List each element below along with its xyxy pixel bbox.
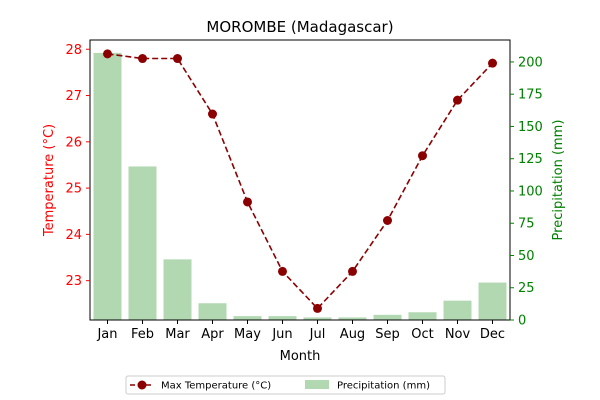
x-tick-label: Oct xyxy=(411,327,433,342)
x-tick-label: Jan xyxy=(96,327,117,342)
temperature-point-apr xyxy=(208,109,217,119)
right-tick-label: 0 xyxy=(518,314,526,329)
temperature-point-mar xyxy=(173,54,182,64)
legend-box xyxy=(125,375,446,395)
precipitation-bars xyxy=(93,52,507,321)
left-tick-label: 28 xyxy=(65,43,82,58)
x-axis-label: Month xyxy=(280,349,321,364)
right-tick-label: 50 xyxy=(518,249,535,264)
precipitation-bar-dec xyxy=(478,282,507,320)
temperature-point-nov xyxy=(453,95,462,105)
left-axis-ticks: 23 24 25 26 27 28 xyxy=(65,43,90,289)
temperature-point-jul xyxy=(313,303,322,313)
x-tick-label: Dec xyxy=(480,327,505,342)
left-tick-label: 23 xyxy=(65,274,82,289)
x-tick-label: Sep xyxy=(375,327,400,342)
x-tick-label: Mar xyxy=(165,327,190,342)
right-tick-label: 75 xyxy=(518,217,535,232)
temperature-point-sep xyxy=(383,216,392,225)
precipitation-bar-jul xyxy=(303,317,332,320)
x-tick-label: May xyxy=(234,327,261,342)
right-tick-label: 175 xyxy=(518,88,543,103)
legend-bar-swatch xyxy=(305,380,329,389)
right-tick-label: 100 xyxy=(518,184,543,199)
temperature-line-path xyxy=(107,53,494,310)
legend: Max Temperature (°C) Precipitation (mm) xyxy=(125,375,446,395)
left-tick-label: 24 xyxy=(65,228,82,243)
right-tick-label: 150 xyxy=(518,120,543,135)
chart-title: MOROMBE (Madagascar) xyxy=(206,18,393,36)
left-axis-label: Temperature (°C) xyxy=(42,124,57,237)
temperature-point-oct xyxy=(418,151,427,161)
temperature-point-may xyxy=(243,197,252,207)
legend-label-precipitation: Precipitation (mm) xyxy=(337,381,430,392)
precipitation-bar-apr xyxy=(198,303,227,320)
temperature-point-jun xyxy=(278,266,287,276)
precipitation-bar-oct xyxy=(408,312,437,320)
right-tick-label: 25 xyxy=(518,281,535,296)
left-tick-label: 27 xyxy=(65,89,82,104)
temperature-point-dec xyxy=(488,58,497,68)
left-tick-label: 26 xyxy=(65,135,82,150)
right-tick-label: 200 xyxy=(518,55,543,70)
x-tick-label: Feb xyxy=(131,327,154,342)
legend-marker-swatch xyxy=(137,380,147,390)
precipitation-bar-may xyxy=(233,316,262,320)
precipitation-bar-feb xyxy=(128,166,157,320)
x-tick-label: Jul xyxy=(309,327,326,342)
x-axis-ticks: Jan Feb Mar Apr May Jun Jul Aug Sep Oct Nov Dec xyxy=(96,320,505,342)
precipitation-bar-nov xyxy=(443,300,472,320)
precipitation-bar-sep xyxy=(373,314,402,320)
x-tick-label: Jun xyxy=(271,327,292,342)
temperature-line xyxy=(103,49,497,313)
precipitation-bar-aug xyxy=(338,317,367,320)
temperature-point-aug xyxy=(348,266,357,276)
precipitation-bar-jan xyxy=(93,52,122,321)
right-axis-label: Precipitation (mm) xyxy=(551,120,566,241)
legend-label-temperature: Max Temperature (°C) xyxy=(161,381,271,392)
temperature-point-feb xyxy=(138,54,147,64)
left-tick-label: 25 xyxy=(65,182,82,197)
x-tick-label: Aug xyxy=(340,327,365,342)
right-tick-label: 125 xyxy=(518,152,543,167)
plot-frame xyxy=(89,39,511,321)
right-axis-ticks: 0 25 50 75 100 125 150 175 200 xyxy=(510,55,543,329)
temperature-point-jan xyxy=(103,49,112,59)
x-tick-label: Apr xyxy=(201,327,224,342)
precipitation-bar-jun xyxy=(268,316,297,320)
precipitation-bar-mar xyxy=(163,259,192,320)
x-tick-label: Nov xyxy=(445,327,471,342)
